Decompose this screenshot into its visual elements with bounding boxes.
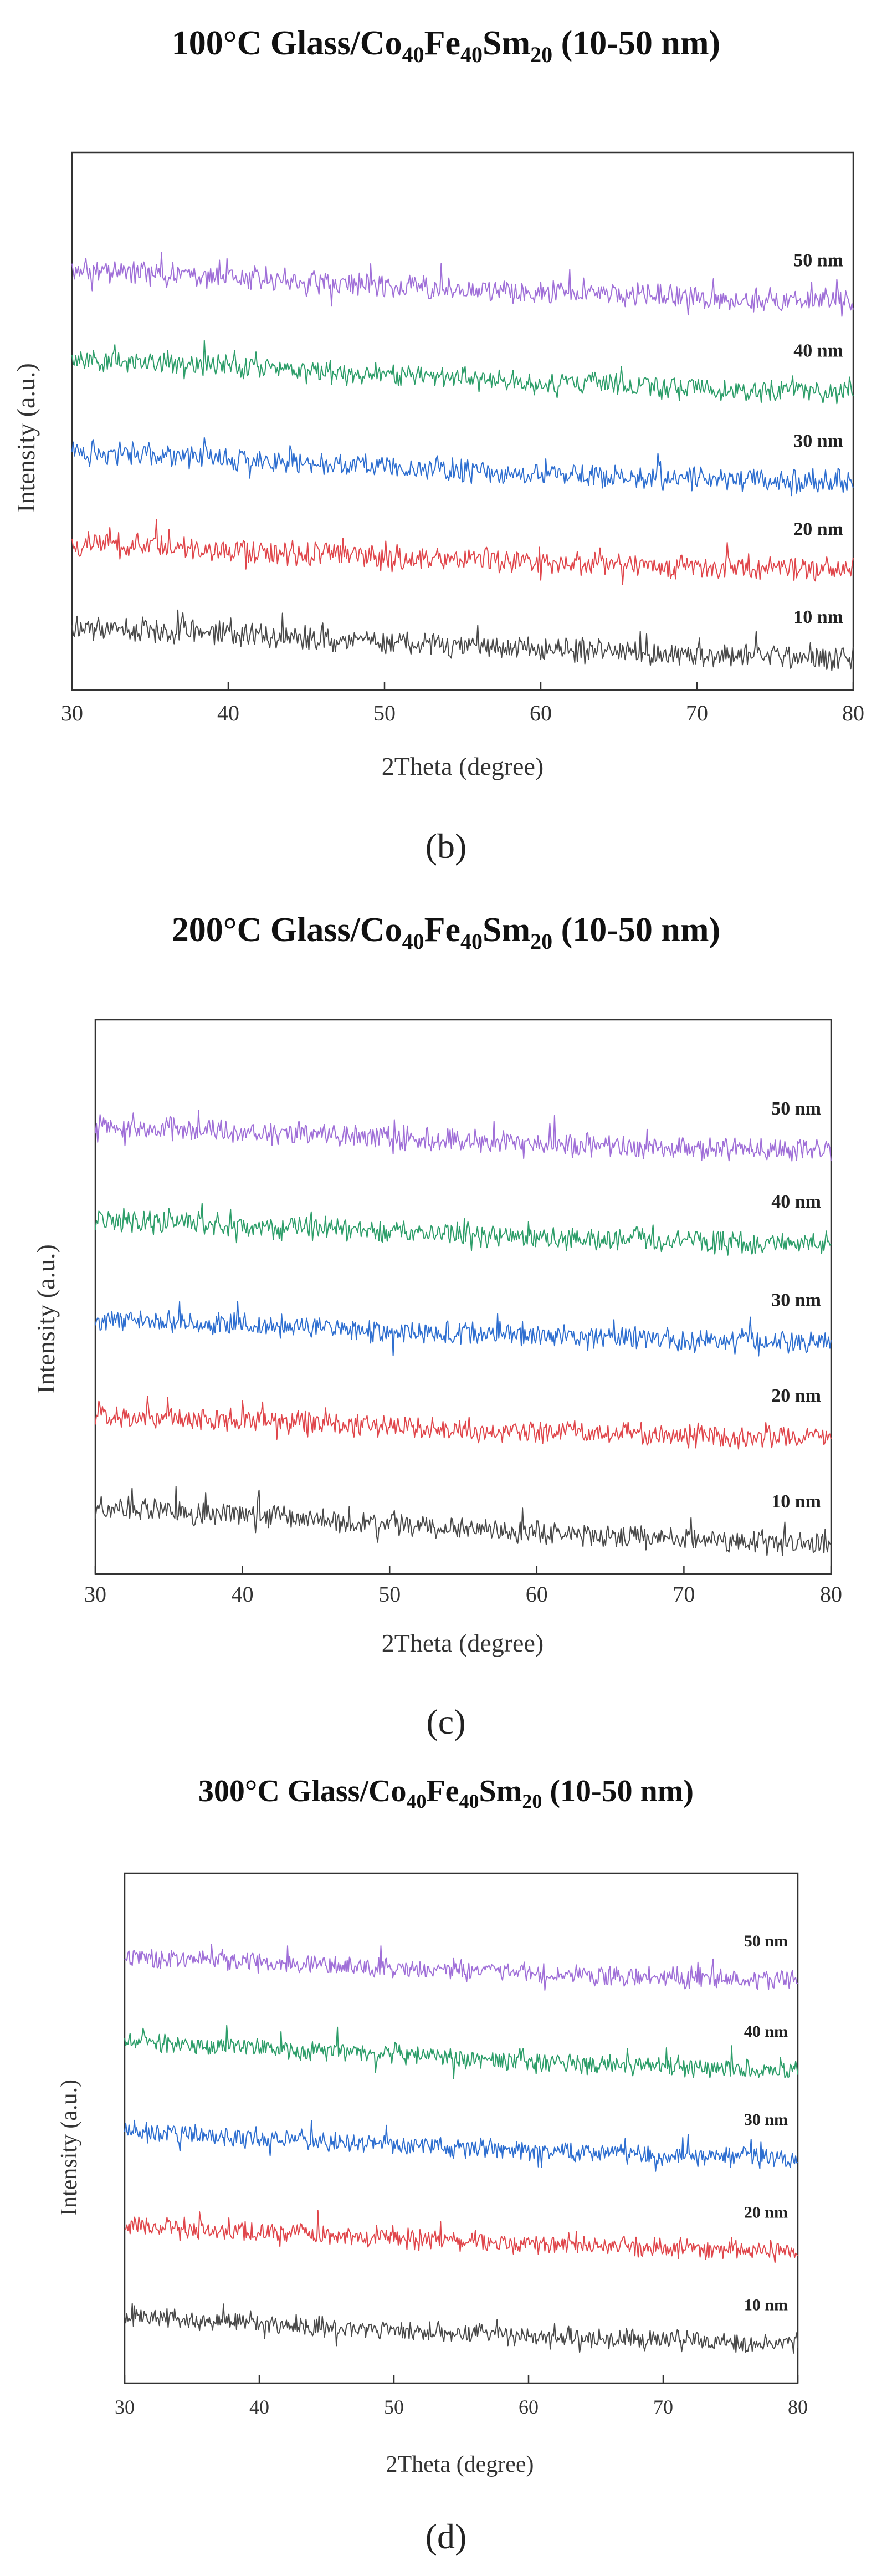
series-line-10nm	[71, 609, 854, 671]
series-label: 30 nm	[771, 1290, 821, 1310]
x-tick-label: 50	[378, 1582, 401, 1607]
x-tick-label: 30	[84, 1582, 106, 1607]
y-axis-label: Intensity (a.u.)	[12, 363, 40, 513]
series-label: 20 nm	[744, 2203, 788, 2221]
series-label: 40 nm	[744, 2022, 788, 2041]
x-tick-label: 60	[530, 701, 552, 725]
panel-label: (b)	[425, 826, 467, 866]
x-axis-label: 2Theta (degree)	[386, 2452, 534, 2477]
xrd-chart-c: 200°C Glass/Co40Fe40Sm20 (10-50 nm) 30 40…	[32, 911, 842, 1657]
series-label: 40 nm	[771, 1192, 821, 1212]
x-tick-label: 60	[519, 2396, 539, 2418]
series-label: 50 nm	[744, 1932, 788, 1950]
xrd-chart-d: 300°C Glass/Co40Fe40Sm20 (10-50 nm) 30 40…	[57, 1774, 808, 2477]
series-label: 20 nm	[793, 519, 843, 539]
x-tick-label: 80	[842, 701, 864, 725]
x-tick-label: 50	[384, 2396, 404, 2418]
plot-frame	[94, 1019, 832, 1575]
x-tick-label: 40	[249, 2396, 269, 2418]
series-line-50nm	[95, 1110, 832, 1162]
series-line-20nm	[95, 1396, 832, 1450]
chart-title: 200°C Glass/Co40Fe40Sm20 (10-50 nm)	[172, 911, 720, 954]
y-axis-label: Intensity (a.u.)	[32, 1244, 60, 1394]
series-line-20nm	[71, 519, 854, 585]
chart-panel-d: 300°C Glass/Co40Fe40Sm20 (10-50 nm) 30 40…	[0, 1746, 892, 2576]
series-line-40nm	[71, 340, 854, 405]
series-label: 50 nm	[793, 250, 843, 270]
series-line-10nm	[124, 2303, 798, 2354]
plot-frame	[71, 151, 854, 691]
chart-title: 100°C Glass/Co40Fe40Sm20 (10-50 nm)	[172, 24, 720, 67]
series-line-50nm	[124, 1944, 798, 1991]
series-line-30nm	[95, 1301, 832, 1357]
x-axis-label: 2Theta (degree)	[382, 1629, 544, 1657]
x-tick-label: 40	[232, 1582, 254, 1607]
chart-title: 300°C Glass/Co40Fe40Sm20 (10-50 nm)	[198, 1774, 694, 1812]
series-label: 30 nm	[744, 2110, 788, 2129]
series-label: 50 nm	[771, 1098, 821, 1119]
x-tick-label: 70	[673, 1582, 695, 1607]
panel-label: (d)	[425, 2517, 467, 2556]
x-axis-label: 2Theta (degree)	[382, 752, 544, 780]
series-line-50nm	[71, 252, 854, 317]
x-tick-label: 70	[653, 2396, 673, 2418]
x-tick-label: 80	[788, 2396, 808, 2418]
series-label: 40 nm	[793, 341, 843, 361]
series-label: 30 nm	[793, 431, 843, 452]
series-line-40nm	[124, 2025, 798, 2079]
x-tick-label: 30	[61, 701, 83, 725]
x-tick-label: 60	[526, 1582, 548, 1607]
x-tick-label: 70	[686, 701, 708, 725]
series-line-30nm	[124, 2119, 798, 2172]
x-tick-label: 40	[217, 701, 239, 725]
series-line-10nm	[95, 1486, 832, 1556]
panel-label: (c)	[426, 1702, 466, 1741]
series-line-40nm	[95, 1203, 832, 1256]
series-label: 10 nm	[771, 1491, 821, 1512]
series-line-20nm	[124, 2210, 798, 2263]
chart-panel-b: 100°C Glass/Co40Fe40Sm20 (10-50 nm) 30 40…	[0, 0, 892, 887]
y-axis-label: Intensity (a.u.)	[57, 2079, 82, 2216]
series-line-30nm	[71, 437, 854, 497]
series-label: 10 nm	[744, 2296, 788, 2314]
chart-panel-c: 200°C Glass/Co40Fe40Sm20 (10-50 nm) 30 40…	[0, 887, 892, 1746]
series-label: 10 nm	[793, 607, 843, 627]
x-tick-label: 80	[820, 1582, 842, 1607]
series-label: 20 nm	[771, 1386, 821, 1406]
x-tick-label: 50	[373, 701, 396, 725]
x-tick-label: 30	[115, 2396, 135, 2418]
xrd-chart-b: 100°C Glass/Co40Fe40Sm20 (10-50 nm) 30 40…	[12, 24, 864, 780]
